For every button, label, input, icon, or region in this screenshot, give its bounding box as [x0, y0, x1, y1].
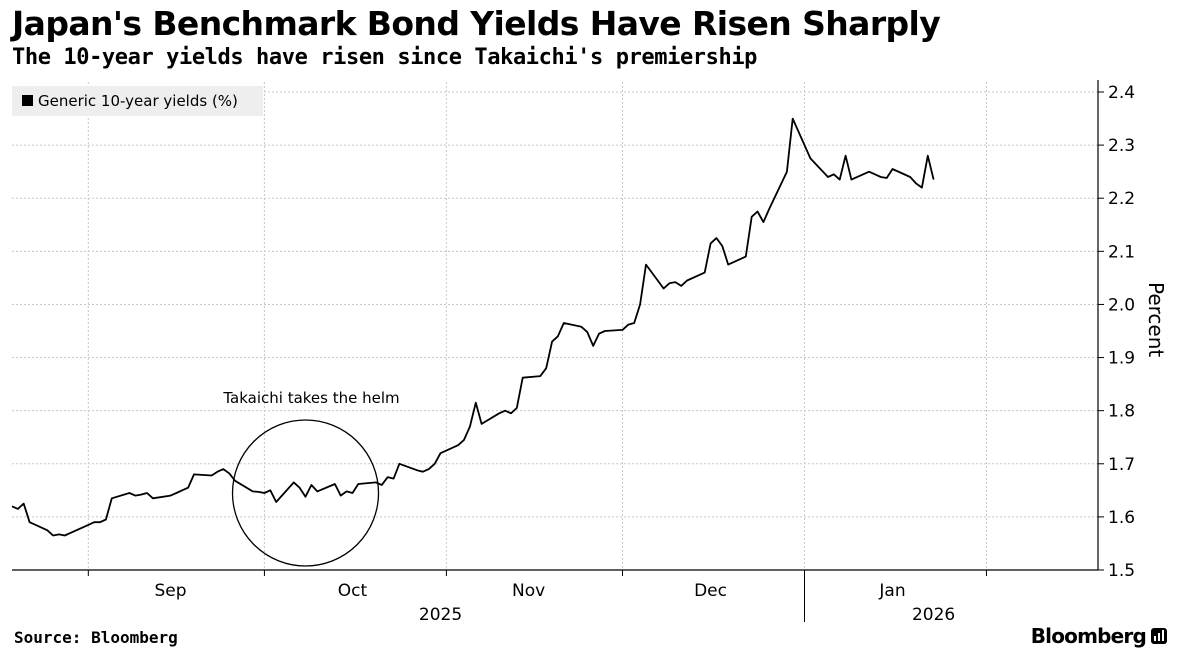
x-year-label: 2026	[912, 605, 955, 625]
y-tick-label: 2.0	[1108, 295, 1135, 315]
x-year-label: 2025	[419, 605, 462, 625]
y-tick-label: 2.4	[1108, 83, 1135, 103]
y-tick-label: 1.8	[1108, 402, 1135, 422]
y-tick-label: 2.2	[1108, 189, 1135, 209]
annotation: Takaichi takes the helm	[222, 389, 400, 567]
x-tick-label: Nov	[512, 581, 545, 601]
y-tick-label: 1.6	[1108, 508, 1135, 528]
series-line	[11, 117, 935, 537]
y-tick-label: 1.5	[1108, 561, 1135, 581]
chart-subtitle: The 10-year yields have risen since Taka…	[12, 45, 758, 70]
x-tick-label: Dec	[694, 581, 727, 601]
annotation-circle	[231, 419, 380, 567]
axes: 1.5 1.6 1.7 1.8 1.9 2.0 2.1 2.2 2.3 2.4 Sep Oct Nov D…	[12, 80, 1168, 625]
x-tick-label: Oct	[338, 581, 368, 601]
bloomberg-logo-icon	[1151, 628, 1167, 644]
y-tick-label: 2.1	[1108, 242, 1135, 262]
annotation-label: Takaichi takes the helm	[222, 389, 399, 407]
legend-label: Generic 10-year yields (%)	[38, 92, 238, 110]
legend-background	[12, 86, 263, 116]
source-note: Source: Bloomberg	[14, 628, 178, 647]
x-tick-label: Sep	[154, 581, 186, 601]
legend-swatch-icon	[22, 95, 33, 106]
y-tick-label: 2.3	[1108, 136, 1135, 156]
y-tick-label: 1.7	[1108, 455, 1135, 475]
y-tick-label: 1.9	[1108, 349, 1135, 369]
legend: Generic 10-year yields (%)	[12, 86, 263, 116]
bloomberg-logo: Bloomberg	[1031, 624, 1167, 648]
grid	[12, 82, 1098, 571]
x-tick-label: Jan	[878, 581, 905, 601]
y-axis-title: Percent	[1144, 282, 1168, 357]
brand-name: Bloomberg	[1030, 624, 1147, 648]
series	[11, 117, 935, 537]
chart-title: Japan's Benchmark Bond Yields Have Risen…	[12, 4, 941, 43]
